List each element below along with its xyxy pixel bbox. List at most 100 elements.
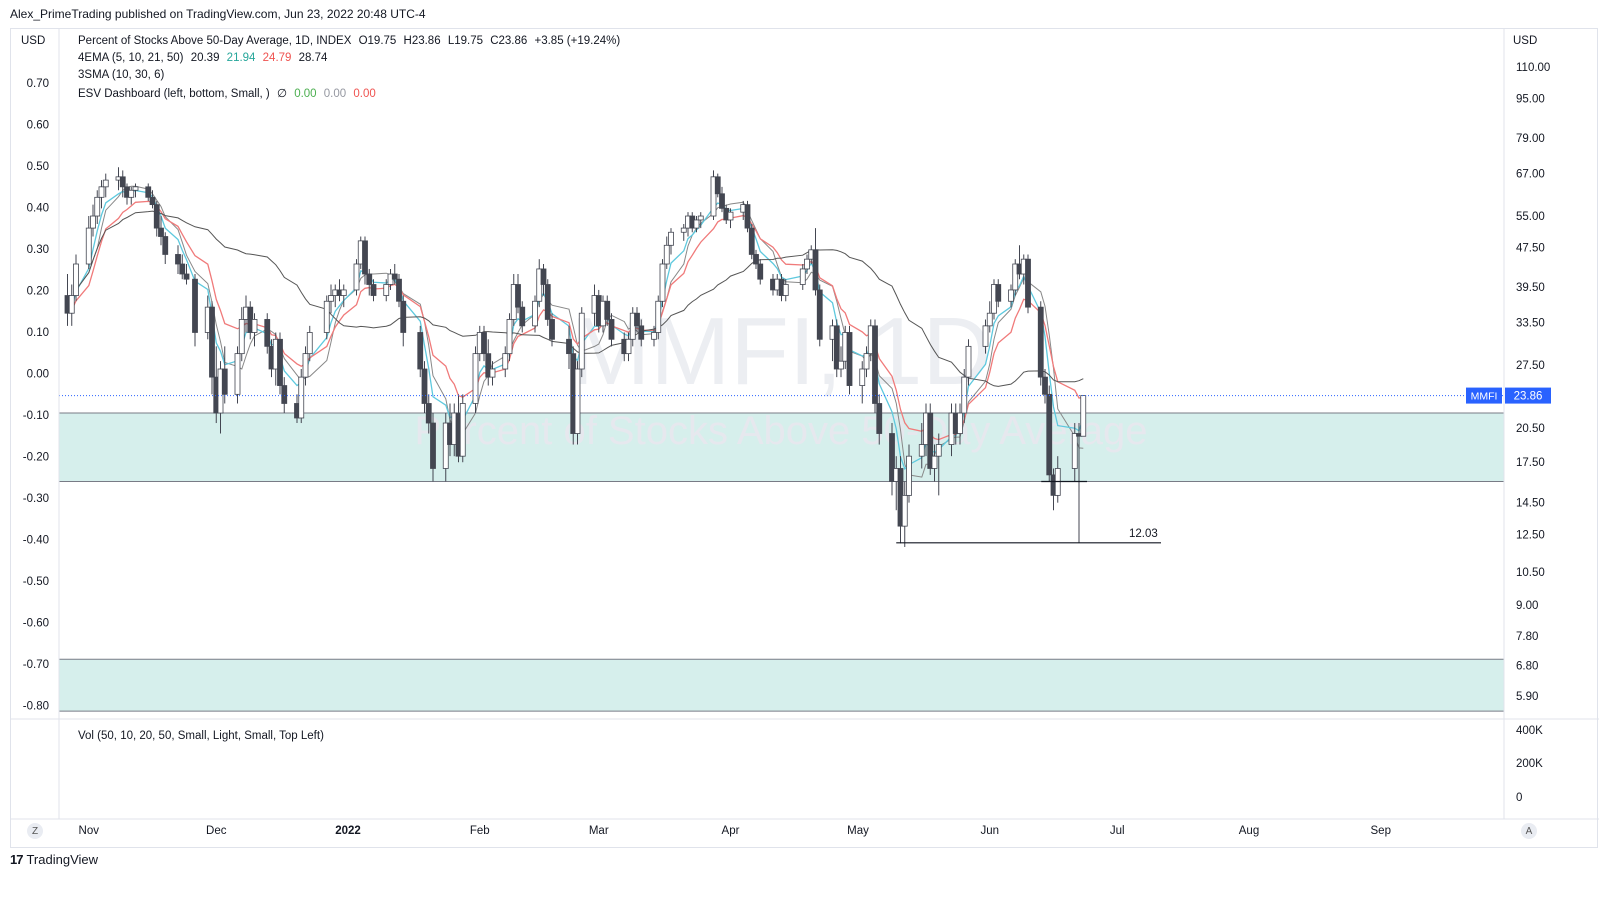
candle-body xyxy=(901,494,908,527)
candle-body xyxy=(238,319,245,355)
candle-body xyxy=(982,325,989,347)
volume-axis-tick: 0 xyxy=(1516,792,1522,804)
candle-body xyxy=(68,295,75,314)
candle-body xyxy=(961,376,968,414)
right-axis-tick: 10.50 xyxy=(1516,567,1545,579)
candle-body xyxy=(680,227,687,233)
candle-body xyxy=(727,211,734,221)
zone-1 xyxy=(59,413,1504,482)
candle-body xyxy=(638,325,645,340)
time-axis-tick: Aug xyxy=(1239,825,1259,837)
candle-body xyxy=(298,376,305,419)
left-axis-tick: -0.20 xyxy=(23,452,49,464)
right-axis-tick: 39.50 xyxy=(1516,282,1545,294)
right-axis-tick: 47.50 xyxy=(1516,243,1545,255)
candle-body xyxy=(1046,393,1053,476)
candle-body xyxy=(1071,433,1078,469)
candle-body xyxy=(693,219,700,229)
legend-ema-v3: 24.79 xyxy=(262,52,292,64)
candle-body xyxy=(918,444,925,457)
legend-main[interactable]: Percent of Stocks Above 50-Day Average, … xyxy=(78,35,624,47)
right-axis-tick: 17.50 xyxy=(1516,457,1545,469)
legend-sma[interactable]: 3SMA (10, 30, 6) xyxy=(78,69,168,81)
legend-ema[interactable]: 4EMA (5, 10, 21, 50) 20.39 21.94 24.79 2… xyxy=(78,52,331,64)
candle-body xyxy=(153,204,160,229)
candle-body xyxy=(532,300,538,327)
left-axis-tick: 0.10 xyxy=(27,327,49,339)
candle-body xyxy=(251,319,258,333)
candle-body xyxy=(485,353,492,378)
legend-sma-label: 3SMA (10, 30, 6) xyxy=(78,69,165,81)
candle-body xyxy=(710,176,717,217)
candle-body xyxy=(931,455,938,469)
candle-body xyxy=(158,227,164,237)
candle-body xyxy=(663,244,670,265)
candle-body xyxy=(651,332,657,340)
candle-body xyxy=(442,422,449,469)
left-axis-tick: 0.50 xyxy=(27,161,49,173)
time-axis-tick: Feb xyxy=(470,825,490,837)
right-axis-tick: 5.90 xyxy=(1516,691,1538,703)
candle-body xyxy=(128,189,135,198)
right-axis-tick: 55.00 xyxy=(1516,211,1545,223)
symbol-tag-bg xyxy=(1466,387,1502,404)
candle-body xyxy=(234,353,241,395)
candle-body xyxy=(145,186,152,198)
candle-body xyxy=(540,268,547,285)
candle-body xyxy=(655,300,662,333)
candle-body xyxy=(425,403,432,424)
legend-esv-symbol: ∅ xyxy=(276,88,287,100)
candle-body xyxy=(340,289,347,296)
chart-pane[interactable]: MMFI, 1D Percent of Stocks Above 50-Day … xyxy=(10,28,1599,849)
watermark-symbol: MMFI, 1D xyxy=(570,298,991,405)
time-axis-tick: Sep xyxy=(1371,825,1391,837)
candle-body xyxy=(328,295,334,302)
last-price-tag-bg xyxy=(1505,387,1551,404)
candle-body xyxy=(872,325,878,404)
candle-body xyxy=(604,300,611,320)
candle-body xyxy=(935,444,942,457)
left-axis-label: USD xyxy=(21,35,45,47)
candle-body xyxy=(833,325,840,370)
legend-esv-v1: 0.00 xyxy=(294,88,317,100)
candle-body xyxy=(863,353,870,370)
auto-scale-button[interactable]: A xyxy=(1521,823,1537,839)
legend-volume[interactable]: Vol (50, 10, 20, 50, Small, Light, Small… xyxy=(78,730,328,742)
candle-body xyxy=(714,176,721,195)
right-axis-tick: 79.00 xyxy=(1516,133,1545,145)
candle-body xyxy=(149,196,156,206)
candle-body xyxy=(489,368,496,378)
right-axis-tick: 95.00 xyxy=(1516,94,1545,106)
zones-layer xyxy=(59,412,1504,712)
chart-canvas[interactable]: MMFI, 1D Percent of Stocks Above 50-Day … xyxy=(11,29,1599,849)
candle-body xyxy=(625,338,632,355)
sma-long-line xyxy=(67,210,1084,387)
candle-body xyxy=(906,455,912,496)
zoom-toggle-button[interactable]: Z xyxy=(27,823,43,839)
legend-esv-v3: 0.00 xyxy=(353,88,376,100)
candle-body xyxy=(472,353,479,404)
candle-body xyxy=(799,268,806,285)
zone-2 xyxy=(59,659,1504,712)
candle-body xyxy=(183,273,190,280)
right-axis-tick: 12.50 xyxy=(1516,530,1545,542)
candle-body xyxy=(323,300,330,333)
left-axis-tick: 0.40 xyxy=(27,203,49,215)
candle-body xyxy=(889,433,895,482)
candle-body xyxy=(94,196,101,217)
volume-axis-tick: 200K xyxy=(1516,758,1543,770)
candle-body xyxy=(859,368,866,386)
candle-body xyxy=(421,368,428,404)
legend-close: C23.86 xyxy=(490,35,528,47)
candle-body xyxy=(748,227,755,255)
legend-ema-v4: 28.74 xyxy=(298,52,328,64)
candle-body xyxy=(927,412,934,469)
candle-body xyxy=(98,186,105,198)
legend-vol-label: Vol (50, 10, 20, 50, Small, Light, Small… xyxy=(78,730,324,742)
left-axis-tick: -0.40 xyxy=(23,535,49,547)
candles-layer xyxy=(64,167,1087,547)
candle-body xyxy=(744,204,751,229)
left-axis-tick: -0.80 xyxy=(23,701,49,713)
right-axis-tick: 20.50 xyxy=(1516,423,1545,435)
legend-esv[interactable]: ESV Dashboard (left, bottom, Small, ) ∅ … xyxy=(78,86,380,100)
